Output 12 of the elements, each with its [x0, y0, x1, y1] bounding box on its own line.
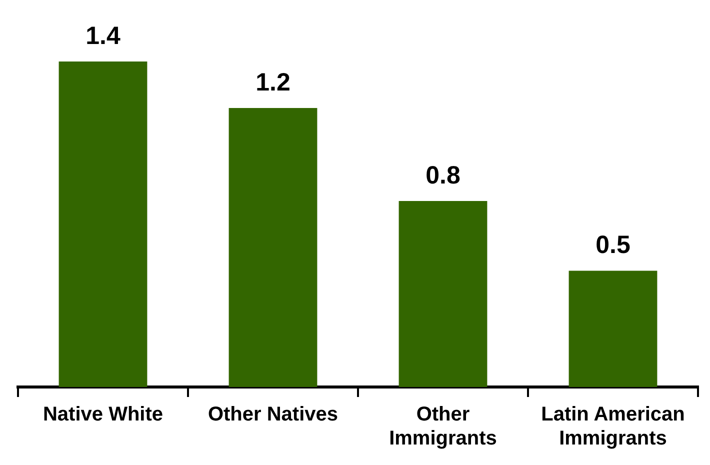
x-tick-label: Native White [42, 404, 164, 426]
bar [568, 270, 658, 387]
x-tick-label: Other Natives [208, 404, 338, 426]
data-label: 0.5 [596, 231, 630, 260]
x-tick-label: Latin American Immigrants [541, 404, 685, 450]
x-tick-label: Other Immigrants [389, 404, 497, 450]
data-label: 1.2 [256, 68, 290, 96]
bar [398, 201, 488, 387]
bar [58, 62, 148, 387]
data-label: 0.8 [426, 161, 460, 190]
bar [228, 108, 318, 387]
data-label: 1.4 [86, 22, 120, 50]
